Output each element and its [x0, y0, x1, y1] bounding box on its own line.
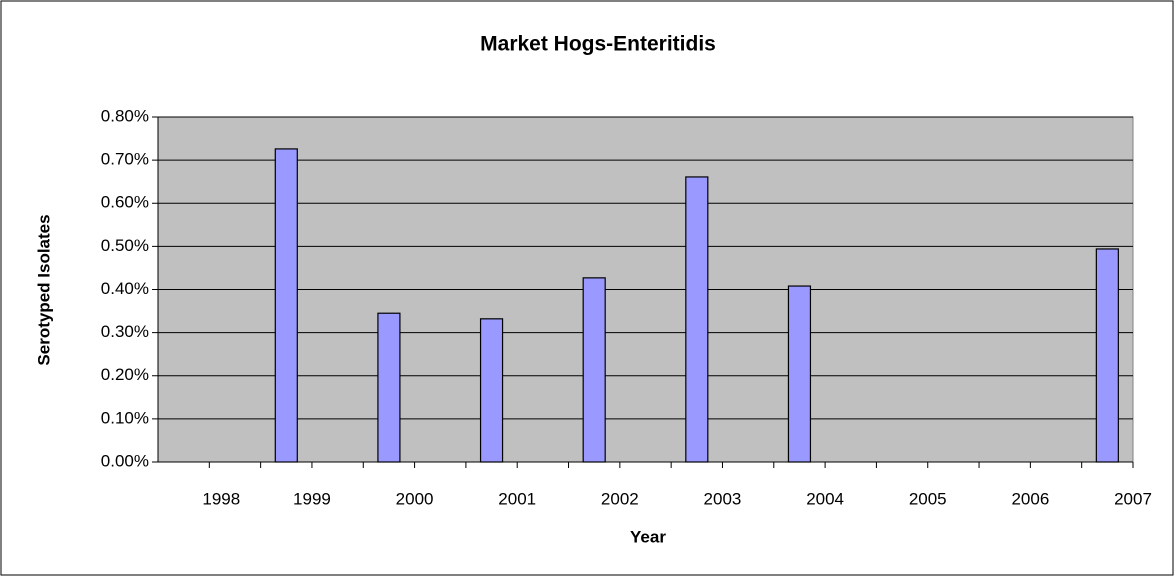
y-tick-label: 0.80% — [101, 106, 149, 125]
x-tick-label: 2006 — [1011, 489, 1049, 508]
bar — [377, 312, 401, 463]
bar — [479, 318, 504, 463]
y-tick-label: 0.60% — [101, 193, 149, 212]
chart-title: Market Hogs-Enteritidis — [480, 33, 716, 56]
x-tick-label: 2001 — [498, 489, 536, 508]
y-tick-label: 0.50% — [101, 236, 149, 255]
bar — [582, 277, 606, 463]
x-tick-label: 2003 — [704, 489, 742, 508]
y-tick-label: 0.00% — [101, 451, 149, 470]
y-tick-label: 0.70% — [101, 150, 149, 169]
bar — [787, 285, 812, 463]
x-tick-label: 1998 — [202, 489, 240, 508]
bar — [685, 176, 709, 463]
y-tick-label: 0.40% — [101, 279, 149, 298]
y-tick-label: 0.10% — [101, 408, 149, 427]
y-tick-label: 0.30% — [101, 322, 149, 341]
bar — [1095, 248, 1119, 463]
x-tick-label: 2002 — [601, 489, 639, 508]
bar — [274, 148, 298, 463]
x-axis-title: Year — [630, 527, 666, 546]
x-tick-label: 2005 — [909, 489, 947, 508]
y-axis-title: Serotyped Isolates — [34, 214, 53, 365]
x-tick-label: 2007 — [1114, 489, 1152, 508]
y-tick-label: 0.20% — [101, 365, 149, 384]
x-tick-label: 2000 — [396, 489, 434, 508]
x-tick-label: 1999 — [293, 489, 331, 508]
x-tick-label: 2004 — [806, 489, 844, 508]
